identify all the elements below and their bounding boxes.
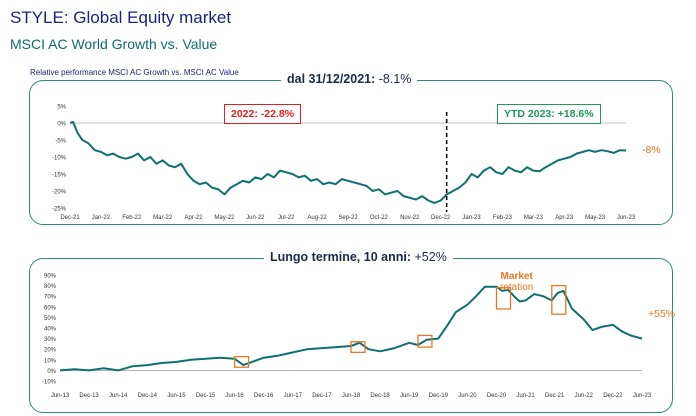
short-term-title-value: -8.1% — [378, 72, 412, 86]
box-2022: 2022: -22.8% — [224, 104, 302, 124]
page-subtitle: MSCI AC World Growth vs. Value — [10, 36, 218, 52]
market-rotation-label: Market rotation — [500, 271, 533, 293]
short-term-end-label: -8% — [642, 144, 661, 156]
long-term-title-value: +52% — [414, 250, 447, 264]
short-term-title-prefix: dal 31/12/2021: — [287, 72, 376, 86]
box-ytd-2023: YTD 2023: +18.6% — [497, 104, 601, 124]
short-term-chart-panel — [29, 80, 673, 225]
market-rotation-word2: rotation — [500, 282, 534, 293]
page-title: STYLE: Global Equity market — [10, 8, 232, 27]
long-term-chart-panel — [29, 258, 673, 413]
market-rotation-word1: Market — [500, 271, 533, 282]
short-term-chart-title: dal 31/12/2021: -8.1% — [281, 72, 418, 86]
long-term-chart-title: Lungo termine, 10 anni: +52% — [264, 250, 453, 264]
long-term-title-prefix: Lungo termine, 10 anni: — [270, 250, 411, 264]
long-term-end-label: +55% — [648, 308, 676, 320]
chart1-caption: Relative performance MSCI AC Growth vs. … — [30, 68, 239, 77]
